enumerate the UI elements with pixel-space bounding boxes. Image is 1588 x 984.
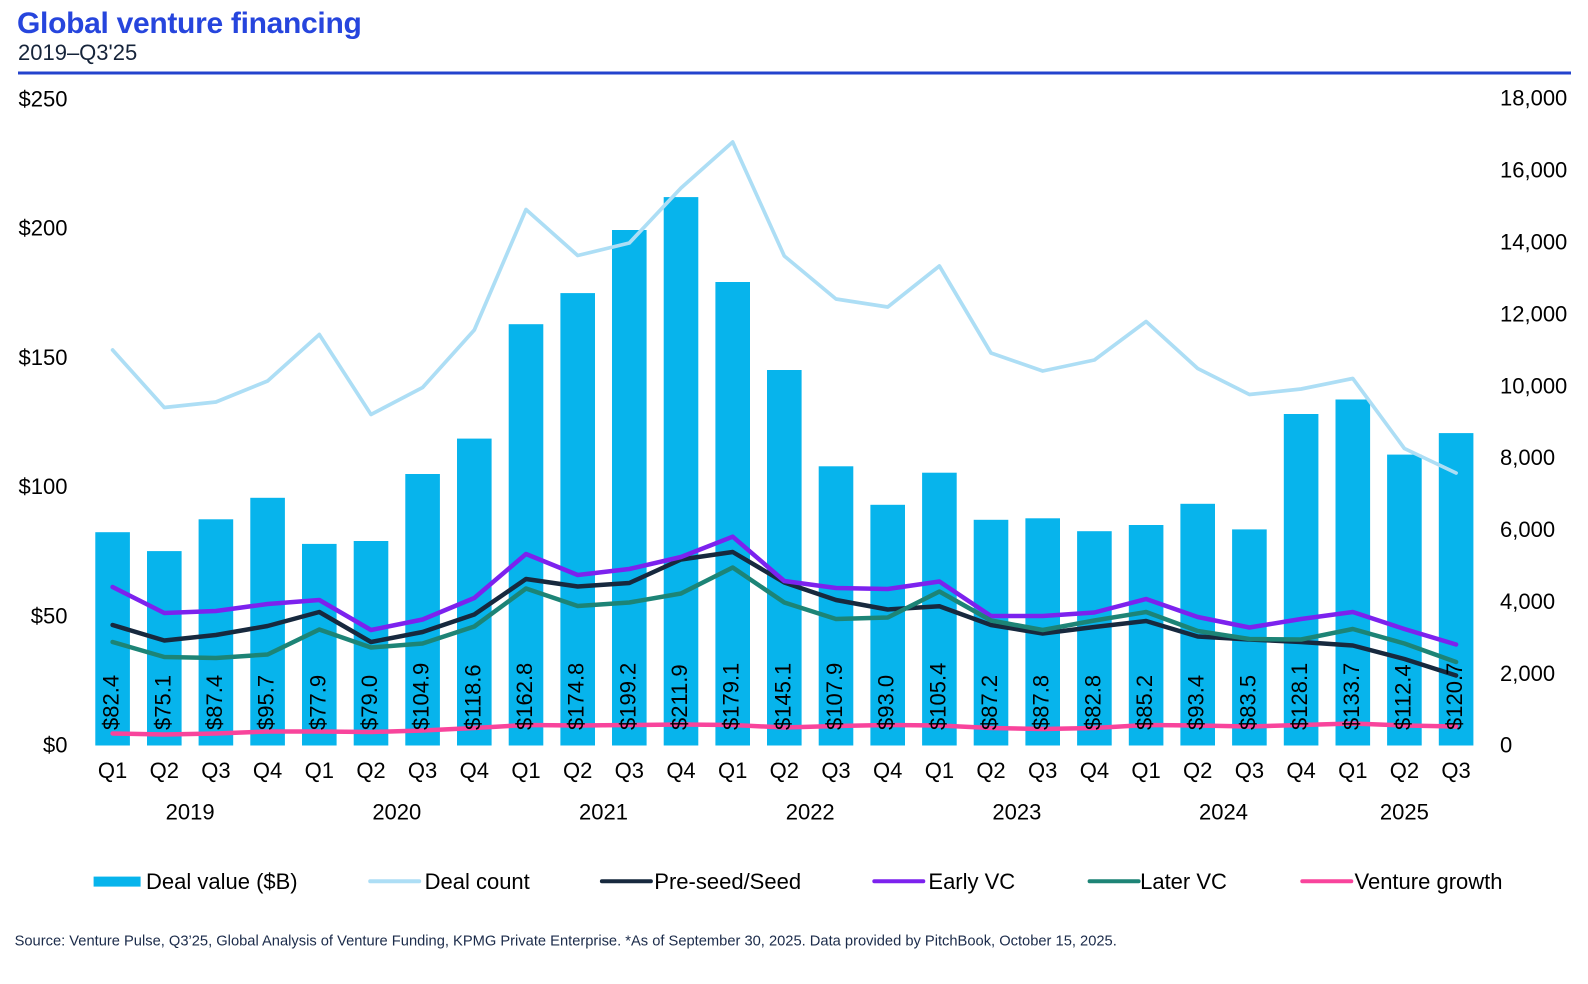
svg-text:Q1: Q1 (1131, 758, 1160, 783)
svg-text:Q3: Q3 (201, 758, 230, 783)
svg-text:$85.2: $85.2 (1132, 675, 1157, 730)
svg-text:$120.7: $120.7 (1442, 663, 1467, 730)
svg-text:$82.8: $82.8 (1080, 675, 1105, 730)
svg-text:Q1: Q1 (511, 758, 540, 783)
svg-text:$87.2: $87.2 (977, 675, 1002, 730)
svg-text:$82.4: $82.4 (99, 675, 124, 730)
svg-text:Q3: Q3 (821, 758, 850, 783)
svg-text:Q3: Q3 (1441, 758, 1470, 783)
svg-text:Q2: Q2 (150, 758, 179, 783)
svg-text:Source: Venture Pulse, Q3’25,: Source: Venture Pulse, Q3’25, Global Ana… (15, 934, 1117, 950)
svg-text:Q3: Q3 (1235, 758, 1264, 783)
svg-text:$93.0: $93.0 (874, 675, 899, 730)
svg-text:Q1: Q1 (718, 758, 747, 783)
svg-text:$100: $100 (19, 474, 68, 499)
svg-text:$118.6: $118.6 (460, 664, 485, 730)
svg-text:$107.9: $107.9 (822, 663, 847, 730)
svg-text:Deal value ($B): Deal value ($B) (146, 869, 298, 894)
svg-text:Global venture financing: Global venture financing (17, 7, 362, 40)
svg-text:Early VC: Early VC (928, 869, 1015, 894)
svg-text:$250: $250 (19, 86, 68, 111)
svg-text:$145.1: $145.1 (770, 663, 795, 730)
svg-text:14,000: 14,000 (1500, 230, 1567, 255)
svg-text:$174.8: $174.8 (564, 663, 589, 730)
svg-text:$87.8: $87.8 (1029, 675, 1054, 730)
svg-text:$211.9: $211.9 (667, 664, 692, 730)
svg-text:$93.4: $93.4 (1184, 675, 1209, 730)
svg-text:16,000: 16,000 (1500, 158, 1567, 183)
svg-text:Q3: Q3 (615, 758, 644, 783)
svg-text:10,000: 10,000 (1500, 373, 1567, 398)
svg-text:Q4: Q4 (1286, 758, 1315, 783)
svg-text:Q4: Q4 (873, 758, 902, 783)
svg-text:0: 0 (1500, 733, 1512, 758)
svg-text:2024: 2024 (1199, 800, 1248, 825)
svg-text:$77.9: $77.9 (305, 675, 330, 730)
svg-text:$95.7: $95.7 (254, 675, 279, 730)
svg-text:Q4: Q4 (460, 758, 489, 783)
svg-text:Q2: Q2 (563, 758, 592, 783)
svg-text:Deal count: Deal count (425, 869, 530, 894)
svg-text:Q1: Q1 (925, 758, 954, 783)
svg-text:$200: $200 (19, 216, 68, 241)
svg-text:$83.5: $83.5 (1235, 675, 1260, 730)
svg-text:18,000: 18,000 (1500, 86, 1567, 111)
svg-text:12,000: 12,000 (1500, 301, 1567, 326)
svg-text:2022: 2022 (786, 800, 835, 825)
svg-text:$133.7: $133.7 (1339, 663, 1364, 730)
svg-text:2021: 2021 (579, 800, 628, 825)
svg-text:$104.9: $104.9 (409, 663, 434, 730)
svg-text:6,000: 6,000 (1500, 517, 1555, 542)
svg-text:$50: $50 (31, 603, 68, 628)
svg-text:$0: $0 (43, 733, 67, 758)
svg-text:$112.4: $112.4 (1390, 664, 1415, 730)
svg-text:$199.2: $199.2 (615, 663, 640, 730)
svg-text:Q2: Q2 (770, 758, 799, 783)
svg-text:2023: 2023 (992, 800, 1041, 825)
svg-text:Q4: Q4 (666, 758, 695, 783)
svg-text:$79.0: $79.0 (357, 675, 382, 730)
svg-text:2020: 2020 (372, 800, 421, 825)
svg-text:Q2: Q2 (1183, 758, 1212, 783)
svg-text:2025: 2025 (1380, 800, 1429, 825)
svg-text:Q1: Q1 (305, 758, 334, 783)
svg-text:8,000: 8,000 (1500, 445, 1555, 470)
svg-text:2,000: 2,000 (1500, 661, 1555, 686)
svg-text:Venture growth: Venture growth (1355, 869, 1503, 894)
svg-text:Q3: Q3 (408, 758, 437, 783)
svg-text:Pre-seed/Seed: Pre-seed/Seed (654, 869, 801, 894)
svg-text:Q4: Q4 (1080, 758, 1109, 783)
svg-text:$87.4: $87.4 (202, 675, 227, 730)
svg-text:2019–Q3'25: 2019–Q3'25 (18, 40, 137, 65)
svg-text:Q4: Q4 (253, 758, 282, 783)
svg-text:Q1: Q1 (98, 758, 127, 783)
svg-text:$75.1: $75.1 (150, 675, 175, 730)
svg-text:2019: 2019 (166, 800, 215, 825)
svg-text:$105.4: $105.4 (925, 663, 950, 730)
svg-text:4,000: 4,000 (1500, 589, 1555, 614)
svg-text:Q1: Q1 (1338, 758, 1367, 783)
svg-text:Later VC: Later VC (1140, 869, 1227, 894)
svg-text:$150: $150 (19, 345, 68, 370)
svg-text:$179.1: $179.1 (719, 663, 744, 730)
svg-text:Q2: Q2 (356, 758, 385, 783)
svg-text:$162.8: $162.8 (512, 663, 537, 730)
svg-text:$128.1: $128.1 (1287, 663, 1312, 730)
svg-text:Q3: Q3 (1028, 758, 1057, 783)
svg-text:Q2: Q2 (1390, 758, 1419, 783)
svg-text:Q2: Q2 (976, 758, 1005, 783)
